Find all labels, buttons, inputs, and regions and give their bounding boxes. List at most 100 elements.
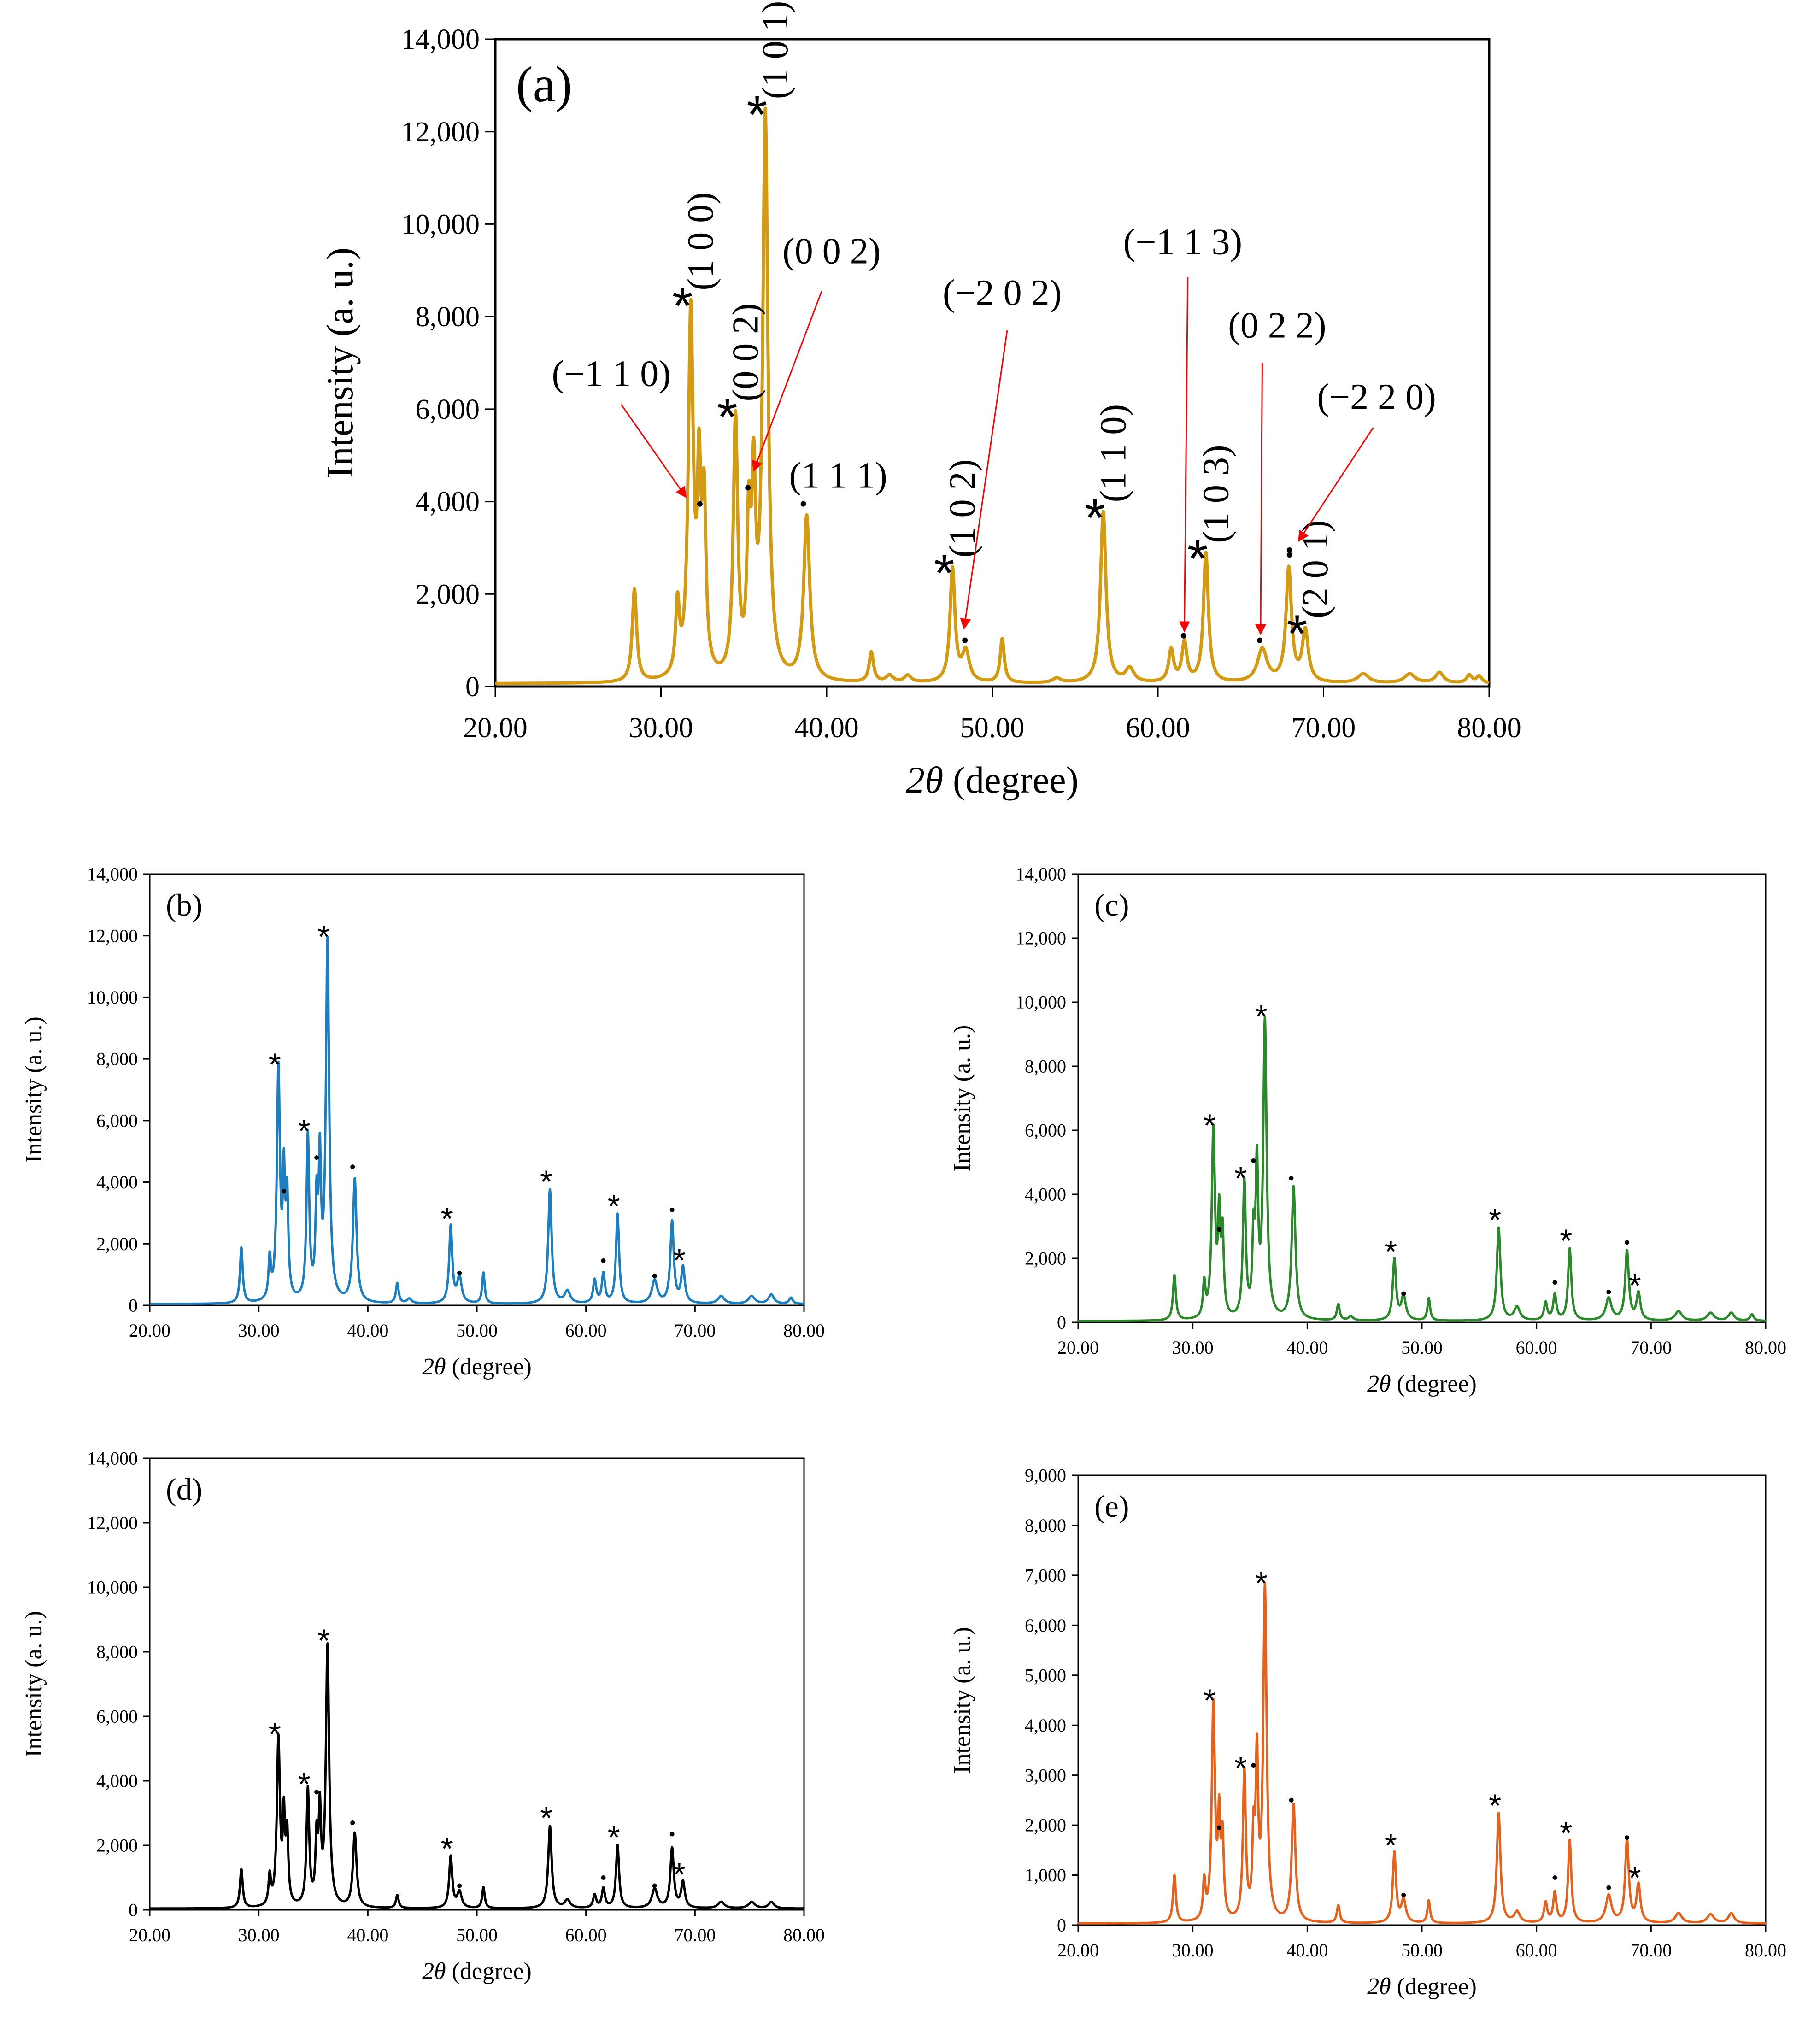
x-tick-label: 70.00 <box>674 1925 716 1945</box>
y-tick-label: 6,000 <box>1025 1615 1066 1636</box>
xrd-series-line <box>1077 1581 1767 1925</box>
star-marker: * <box>1187 529 1208 588</box>
x-tick-label: 20.00 <box>463 712 528 744</box>
y-tick-label: 10,000 <box>87 987 138 1008</box>
phase-dot-marker <box>1216 1227 1221 1232</box>
miller-index-label: (1 0 1) <box>755 1 796 99</box>
y-tick-label: 0 <box>129 1295 138 1316</box>
star-marker: * <box>269 1716 281 1752</box>
x-tick-label: 40.00 <box>347 1925 388 1945</box>
y-tick-label: 2,000 <box>416 579 480 610</box>
phase-dot-marker <box>652 1274 657 1279</box>
x-tick-label: 30.00 <box>1172 1337 1214 1358</box>
y-tick-label: 12,000 <box>87 925 138 946</box>
star-marker: * <box>1628 1268 1641 1304</box>
phase-dot-marker <box>1552 1280 1557 1285</box>
phase-dot-marker <box>1606 1289 1611 1294</box>
phase-dot-marker <box>1625 1835 1630 1840</box>
y-tick-label: 0 <box>129 1900 138 1920</box>
xrd-series-line <box>1077 1016 1767 1322</box>
miller-index-label: (−1 1 0) <box>552 354 670 394</box>
star-marker: * <box>1287 605 1308 664</box>
plot-frame <box>1077 873 1767 1323</box>
y-tick-label: 2,000 <box>96 1835 138 1856</box>
miller-index-label: (1 0 3) <box>1196 445 1236 543</box>
y-axis-label: Intensity (a. u.) <box>21 1611 47 1757</box>
zno-peak-annotation: *(1 0 0) <box>672 192 721 336</box>
y-tick-label: 8,000 <box>1025 1515 1066 1536</box>
xrd-series-line <box>149 936 805 1305</box>
star-marker: * <box>673 1242 686 1278</box>
phase-dot-marker <box>745 485 751 491</box>
panel-label: (b) <box>166 887 202 922</box>
y-tick-label: 12,000 <box>1016 928 1066 949</box>
red-arrow-pointer <box>620 404 687 498</box>
star-marker: * <box>317 919 330 955</box>
x-tick-label: 30.00 <box>629 712 693 744</box>
star-marker: * <box>298 1113 311 1149</box>
star-marker: * <box>673 1856 686 1892</box>
x-tick-label: 50.00 <box>456 1320 498 1341</box>
star-marker: * <box>608 1188 620 1224</box>
star-marker: * <box>672 277 693 336</box>
x-tick-label: 80.00 <box>783 1320 825 1341</box>
star-marker: * <box>441 1831 453 1867</box>
phase-dot-marker <box>1552 1875 1557 1880</box>
zno-peak-annotation: *(1 0 3) <box>1187 445 1236 588</box>
x-axis-label-variable: 2θ <box>1367 1371 1391 1397</box>
x-axis-label-variable: 2θ <box>906 759 943 801</box>
x-tick-label: 40.00 <box>347 1320 388 1341</box>
y-tick-label: 4,000 <box>1025 1184 1066 1205</box>
y-tick-label: 0 <box>1057 1915 1066 1936</box>
x-axis-label-unit: (degree) <box>446 1354 532 1380</box>
zno-peak-annotation: *(1 0 2) <box>934 459 983 603</box>
plot-frame <box>149 1457 805 1911</box>
y-tick-label: 4,000 <box>1025 1715 1066 1736</box>
phase-dot-marker <box>350 1820 355 1825</box>
star-marker: * <box>1085 489 1105 548</box>
x-axis-label: 2θ (degree) <box>906 759 1079 801</box>
x-tick-label: 70.00 <box>1630 1940 1672 1961</box>
star-marker: * <box>269 1047 281 1083</box>
x-tick-label: 40.00 <box>794 712 859 744</box>
x-tick-label: 80.00 <box>1745 1337 1786 1358</box>
panel-label: (e) <box>1094 1489 1129 1524</box>
chart-panel-b: 0 2,000 4,000 6,000 8,000 10,000 12,000 14,000 2… <box>21 864 825 1380</box>
x-tick-label: 80.00 <box>1457 712 1521 744</box>
phase-dot-marker <box>314 1790 319 1795</box>
star-marker: * <box>717 388 738 447</box>
phase-dot-marker <box>350 1164 355 1169</box>
y-tick-label: 10,000 <box>1016 992 1066 1013</box>
phase-dot-marker <box>800 501 806 507</box>
x-axis-label-unit: (degree) <box>1391 1371 1477 1397</box>
x-axis-label: 2θ (degree) <box>1367 1973 1477 2000</box>
star-marker: * <box>317 1623 330 1659</box>
x-tick-label: 30.00 <box>1172 1940 1214 1961</box>
x-axis-label: 2θ (degree) <box>1367 1371 1477 1397</box>
x-tick-label: 70.00 <box>674 1320 716 1341</box>
x-tick-label: 20.00 <box>1057 1337 1099 1358</box>
y-tick-label: 2,000 <box>1025 1815 1066 1836</box>
x-axis-label-unit: (degree) <box>943 759 1079 801</box>
phase-dot-marker <box>1401 1291 1406 1296</box>
panel-label: (c) <box>1094 887 1129 922</box>
y-tick-label: 6,000 <box>96 1706 138 1727</box>
x-tick-label: 60.00 <box>1516 1940 1557 1961</box>
red-arrow-pointer <box>1255 363 1267 635</box>
y-axis-label: Intensity (a. u.) <box>319 247 361 478</box>
y-tick-label: 9,000 <box>1025 1465 1066 1486</box>
phase-dot-marker <box>1286 547 1292 553</box>
phase-dot-marker <box>601 1875 606 1880</box>
phase-dot-marker <box>1401 1892 1406 1897</box>
y-tick-label: 4,000 <box>96 1172 138 1192</box>
star-marker: * <box>441 1201 453 1237</box>
phase-dot-marker <box>282 1189 287 1194</box>
phase-dot-marker <box>1286 552 1292 558</box>
star-marker: * <box>1204 1107 1216 1143</box>
phase-dot-marker <box>962 637 968 643</box>
miller-index-label: (0 0 2) <box>725 303 766 401</box>
star-marker: * <box>1489 1787 1501 1823</box>
x-axis-label-variable: 2θ <box>422 1354 446 1380</box>
x-tick-label: 40.00 <box>1286 1940 1328 1961</box>
star-marker: * <box>1489 1202 1501 1238</box>
